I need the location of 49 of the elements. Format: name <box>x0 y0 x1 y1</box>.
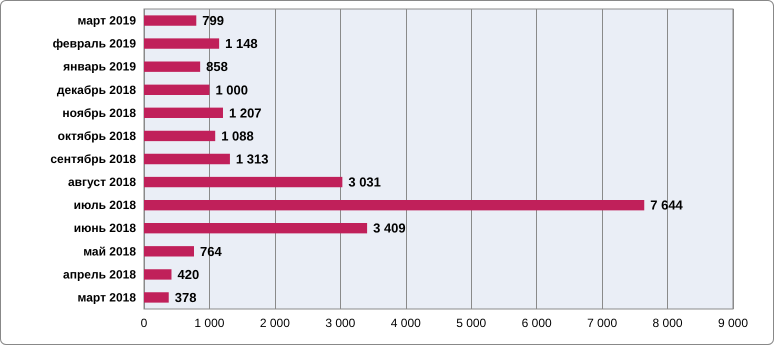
y-tick-label: март 2018 <box>78 290 136 304</box>
y-tick-label: январь 2019 <box>63 60 136 74</box>
data-label: 3 031 <box>348 174 381 190</box>
y-tick-label: апрель 2018 <box>63 267 136 282</box>
y-tick-label: июль 2018 <box>74 198 136 212</box>
y-tick-label: март 2019 <box>78 14 136 28</box>
x-tick-label: 8 000 <box>652 316 683 330</box>
bar <box>144 269 172 280</box>
bar <box>144 292 169 303</box>
data-label: 1 148 <box>225 36 258 52</box>
bar <box>144 200 644 210</box>
bar <box>144 15 196 26</box>
data-label: 378 <box>174 290 196 305</box>
data-label: 764 <box>200 244 222 259</box>
bar <box>144 38 220 49</box>
data-label: 1 000 <box>215 82 248 98</box>
bar <box>144 108 223 118</box>
data-label: 1 207 <box>228 105 262 120</box>
y-tick-label: июнь 2018 <box>74 221 136 236</box>
bar <box>144 130 216 142</box>
bar <box>144 84 210 95</box>
bar <box>144 62 200 72</box>
x-tick-label: 7 000 <box>587 316 618 330</box>
y-tick-label: октябрь 2018 <box>58 128 136 143</box>
x-tick-label: 5 000 <box>456 316 487 330</box>
x-tick-label: 3 000 <box>325 316 356 330</box>
bar <box>144 246 194 256</box>
x-tick-label: 2 000 <box>260 316 290 330</box>
y-tick-label: февраль 2019 <box>52 36 136 51</box>
bar <box>144 154 230 164</box>
data-label: 3 409 <box>373 220 406 236</box>
data-label: 799 <box>202 13 224 28</box>
x-tick-label: 0 <box>140 316 148 330</box>
data-label: 7 644 <box>650 198 684 213</box>
x-tick-label: 6 000 <box>522 316 552 330</box>
y-tick-label: август 2018 <box>68 175 136 190</box>
data-label: 420 <box>177 266 200 282</box>
y-tick-label: май 2018 <box>83 244 136 258</box>
x-tick-label: 1 000 <box>194 316 225 330</box>
data-label: 1 313 <box>236 152 268 166</box>
data-label: 858 <box>206 59 228 74</box>
y-tick-label: сентябрь 2018 <box>50 152 136 166</box>
x-tick-label: 9 000 <box>718 316 748 330</box>
y-tick-label: ноябрь 2018 <box>62 106 136 120</box>
bar <box>144 176 342 188</box>
bar <box>144 223 368 234</box>
x-tick-label: 4 000 <box>390 316 422 330</box>
data-label: 1 088 <box>221 128 254 144</box>
y-tick-label: декабрь 2018 <box>56 82 136 97</box>
